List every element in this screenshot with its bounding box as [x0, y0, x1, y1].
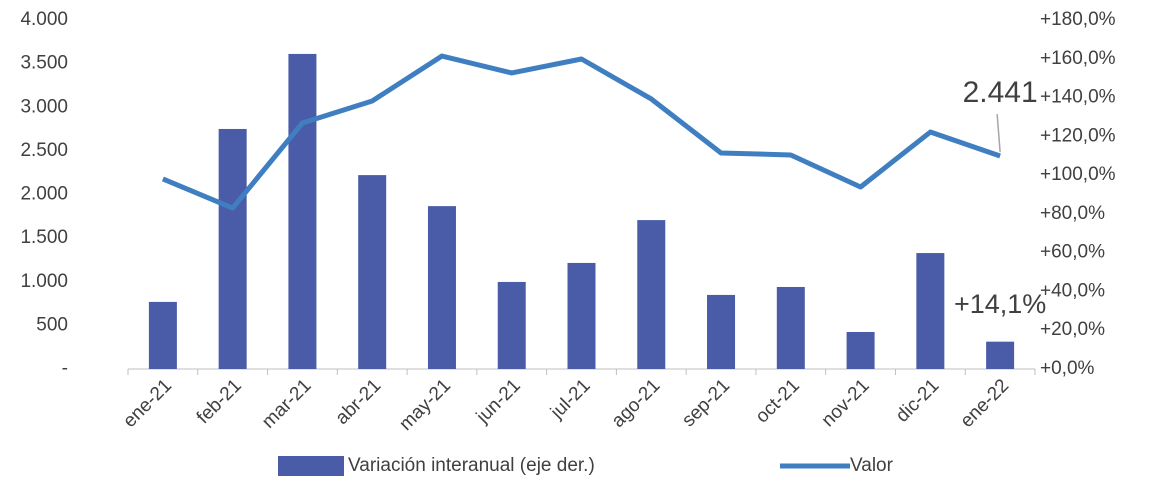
x-tick-label: oct-21	[752, 375, 804, 427]
legend-swatch	[278, 456, 344, 476]
line-value-label: 2.441	[963, 76, 1038, 109]
legend-label: Variación interanual (eje der.)	[348, 455, 595, 476]
y-tick-label: -	[62, 358, 68, 379]
y-tick-label: 2.000	[20, 184, 68, 205]
bar	[986, 341, 1015, 369]
bar	[288, 53, 317, 370]
x-tick-label: ene-22	[957, 375, 1014, 432]
bar	[358, 175, 387, 369]
leader-line	[996, 113, 1001, 153]
x-tick-label: jul-21	[546, 375, 594, 423]
y2-tick-label: +0,0%	[1040, 358, 1095, 379]
y2-tick-label: +160,0%	[1040, 48, 1116, 69]
y2-tick-label: +180,0%	[1040, 9, 1116, 30]
line	[161, 53, 1001, 211]
x-tick-label: nov-21	[818, 375, 874, 431]
bar	[148, 301, 177, 369]
legend-label: Valor	[850, 455, 894, 476]
x-tick-label: dic-21	[892, 375, 943, 426]
bar	[916, 253, 945, 369]
x-tick-label: abr-21	[332, 375, 386, 429]
x-tick-label: ene-21	[119, 375, 176, 432]
bar	[776, 286, 805, 369]
x-tick-label: feb-21	[193, 375, 246, 428]
x-tick-label: may-21	[395, 375, 455, 435]
bar	[218, 128, 247, 369]
y2-tick-label: +20,0%	[1040, 319, 1105, 340]
bar	[497, 281, 526, 369]
y2-tick-label: +40,0%	[1040, 280, 1105, 301]
y-tick-label: 500	[36, 314, 68, 335]
y-tick-label: 1.000	[20, 271, 68, 292]
y2-tick-label: +80,0%	[1040, 203, 1105, 224]
x-tick-label: sep-21	[678, 375, 734, 431]
bar	[637, 220, 666, 369]
y-tick-label: 1.500	[20, 227, 68, 248]
bar-value-label: +14,1%	[954, 289, 1046, 319]
y-tick-label: 2.500	[20, 140, 68, 161]
y2-tick-label: +140,0%	[1040, 87, 1116, 108]
y2-tick-label: +100,0%	[1040, 164, 1116, 185]
bar	[567, 262, 596, 369]
x-tick-label: ago-21	[608, 375, 665, 432]
y-tick-label: 4.000	[20, 9, 68, 30]
y2-tick-label: +60,0%	[1040, 242, 1105, 263]
y-tick-label: 3.000	[20, 96, 68, 117]
y2-tick-label: +120,0%	[1040, 125, 1116, 146]
bar	[427, 206, 456, 369]
y-tick-label: 3.500	[20, 53, 68, 74]
x-tick-label: mar-21	[258, 375, 315, 432]
x-tick-label: jun-21	[472, 375, 525, 428]
bar	[846, 331, 875, 369]
bar	[707, 294, 736, 369]
